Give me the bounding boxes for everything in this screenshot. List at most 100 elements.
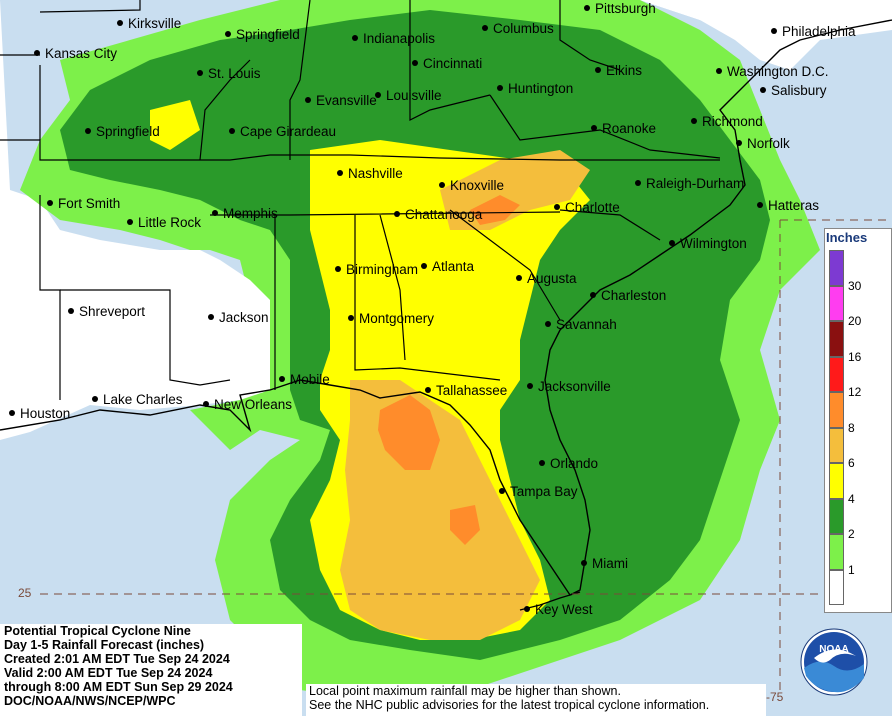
city-springfield: Springfield bbox=[85, 125, 160, 139]
city-name: Philadelphia bbox=[782, 24, 856, 39]
city-name: Columbus bbox=[493, 21, 554, 36]
city-tallahassee: Tallahassee bbox=[425, 384, 507, 398]
city-dot bbox=[412, 60, 418, 66]
city-dot bbox=[497, 85, 503, 91]
city-dot bbox=[9, 410, 15, 416]
city-louisville: Louisville bbox=[375, 89, 442, 103]
city-dot bbox=[595, 67, 601, 73]
city-dot bbox=[545, 321, 551, 327]
city-name: Nashville bbox=[348, 166, 403, 181]
city-name: Louisville bbox=[386, 88, 442, 103]
city-dot bbox=[584, 5, 590, 11]
city-norfolk: Norfolk bbox=[736, 137, 790, 151]
rain-4in-north bbox=[150, 100, 200, 150]
city-dot bbox=[68, 308, 74, 314]
city-dot bbox=[590, 292, 596, 298]
city-name: Indianapolis bbox=[363, 31, 436, 46]
city-name: Mobile bbox=[290, 372, 330, 387]
city-wilmington: Wilmington bbox=[669, 237, 747, 251]
city-name: Cape Girardeau bbox=[240, 124, 337, 139]
city-name: Norfolk bbox=[747, 136, 790, 151]
city-dot bbox=[117, 20, 123, 26]
city-dot bbox=[482, 25, 488, 31]
city-dot bbox=[352, 35, 358, 41]
city-name: Tampa Bay bbox=[510, 484, 578, 499]
city-columbus: Columbus bbox=[482, 22, 554, 36]
latitude-label: 25 bbox=[18, 586, 32, 600]
legend-label: 2 bbox=[848, 527, 855, 541]
city-memphis: Memphis bbox=[212, 207, 278, 221]
city-name: Raleigh-Durham bbox=[646, 176, 745, 191]
city-dot bbox=[757, 202, 763, 208]
city-dot bbox=[581, 560, 587, 566]
rain-8in bbox=[378, 195, 520, 545]
legend-swatch bbox=[829, 250, 844, 286]
noaa-logo-text: NOAA bbox=[819, 644, 848, 655]
city-miami: Miami bbox=[581, 557, 628, 571]
city-nashville: Nashville bbox=[337, 167, 403, 181]
info-title: Potential Tropical Cyclone Nine bbox=[4, 624, 191, 638]
city-dot bbox=[425, 387, 431, 393]
state-borders bbox=[0, 0, 721, 400]
city-dot bbox=[554, 204, 560, 210]
legend-swatch bbox=[829, 392, 844, 428]
city-montgomery: Montgomery bbox=[348, 312, 434, 326]
legend-swatch bbox=[829, 321, 844, 357]
note-line-2: See the NHC public advisories for the la… bbox=[309, 698, 710, 712]
city-cincinnati: Cincinnati bbox=[412, 57, 482, 71]
city-dot bbox=[127, 219, 133, 225]
city-name: Salisbury bbox=[771, 83, 827, 98]
city-kansas-city: Kansas City bbox=[34, 47, 117, 61]
city-kirksville: Kirksville bbox=[117, 17, 181, 31]
city-dot bbox=[591, 125, 597, 131]
coastline bbox=[0, 19, 892, 611]
city-dot bbox=[337, 170, 343, 176]
city-st-louis: St. Louis bbox=[197, 67, 261, 81]
city-philadelphia: Philadelphia bbox=[771, 25, 856, 39]
city-name: Orlando bbox=[550, 456, 599, 471]
city-charleston: Charleston bbox=[590, 289, 666, 303]
city-name: Miami bbox=[592, 556, 628, 571]
city-dot bbox=[305, 97, 311, 103]
city-birmingham: Birmingham bbox=[335, 263, 418, 277]
legend-swatch bbox=[829, 285, 844, 321]
city-name: Cincinnati bbox=[423, 56, 483, 71]
city-springfield: Springfield bbox=[225, 28, 300, 42]
city-mobile: Mobile bbox=[279, 373, 330, 387]
city-name: Memphis bbox=[223, 206, 278, 221]
city-jackson: Jackson bbox=[208, 311, 269, 325]
city-atlanta: Atlanta bbox=[421, 260, 474, 274]
legend-label: 4 bbox=[848, 491, 855, 506]
city-dot bbox=[524, 606, 530, 612]
city-name: Shreveport bbox=[79, 304, 146, 319]
city-raleigh-durham: Raleigh-Durham bbox=[635, 177, 744, 191]
city-name: New Orleans bbox=[214, 397, 293, 412]
city-dot bbox=[92, 396, 98, 402]
city-lake-charles: Lake Charles bbox=[92, 393, 183, 407]
city-name: Tallahassee bbox=[436, 383, 508, 398]
legend-label: 12 bbox=[848, 385, 862, 399]
legend-label: 16 bbox=[848, 349, 862, 364]
city-little-rock: Little Rock bbox=[127, 216, 201, 230]
city-dot bbox=[499, 488, 505, 494]
city-roanoke: Roanoke bbox=[591, 122, 656, 136]
city-key-west: Key West bbox=[524, 603, 593, 617]
city-name: Elkins bbox=[606, 63, 643, 78]
city-dot bbox=[439, 182, 445, 188]
city-shreveport: Shreveport bbox=[68, 305, 145, 319]
legend-label: 30 bbox=[848, 278, 862, 293]
legend-label: 1 bbox=[848, 562, 855, 577]
land-gap-ms bbox=[160, 250, 270, 360]
legend-label: 6 bbox=[848, 456, 855, 470]
city-dot bbox=[635, 180, 641, 186]
city-name: Key West bbox=[535, 602, 593, 617]
land-no-rain-ne bbox=[640, 0, 892, 70]
city-dot bbox=[691, 118, 697, 124]
city-dot bbox=[197, 70, 203, 76]
city-salisbury: Salisbury bbox=[760, 84, 827, 98]
city-washington-d-c-: Washington D.C. bbox=[716, 65, 829, 79]
city-dot bbox=[225, 31, 231, 37]
city-indianapolis: Indianapolis bbox=[352, 32, 435, 46]
city-name: Charleston bbox=[601, 288, 667, 303]
note-box: Local point maximum rainfall may be high… bbox=[306, 684, 766, 716]
